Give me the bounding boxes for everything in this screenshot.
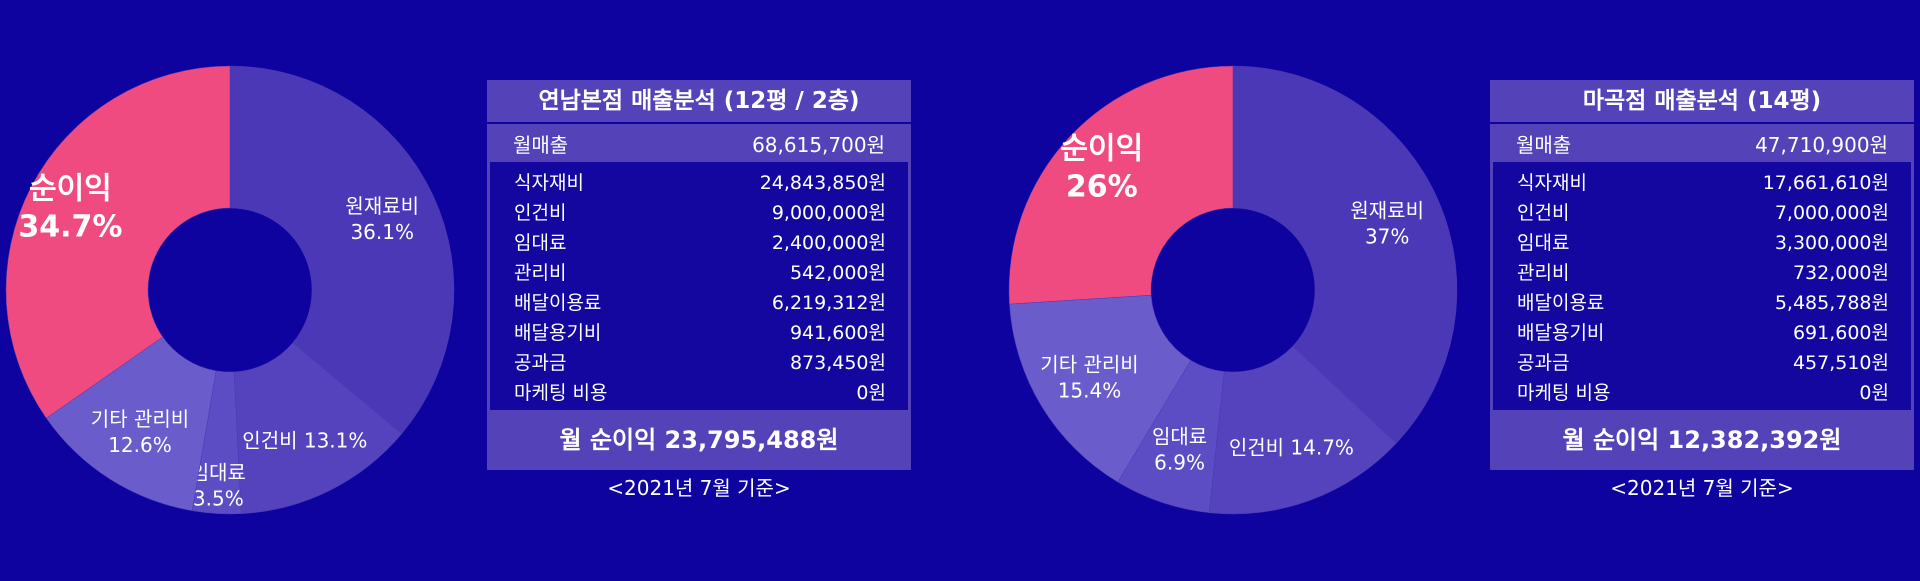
slice-label-net-profit: 순이익: [1060, 131, 1143, 166]
slice-value-net-profit: 26%: [1066, 169, 1138, 204]
cost-label: 공과금: [1517, 351, 1570, 374]
panel-title: 연남본점 매출분석 (12평 / 2층): [487, 80, 911, 124]
slice-label-other-admin: 기타 관리비: [91, 407, 189, 431]
footnote-magok: <2021년 7월 기준>: [1610, 476, 1794, 500]
slice-value-other-admin: 12.6%: [108, 433, 172, 457]
revenue-label: 월매출: [513, 132, 569, 157]
cost-value: 24,843,850원: [759, 171, 886, 194]
cost-value: 0원: [1859, 381, 1889, 404]
cost-value: 941,600원: [789, 321, 886, 344]
slice-label-raw-material: 원재료비: [1350, 198, 1424, 222]
cost-row: 인건비 7,000,000원: [1493, 196, 1911, 226]
cost-row: 관리비 542,000원: [490, 256, 908, 286]
cost-row: 배달이용료 6,219,312원: [490, 286, 908, 316]
slice-value-raw-material: 37%: [1365, 224, 1409, 248]
slice-label-rent: 임대료: [1152, 424, 1207, 448]
cost-row: 식자재비 17,661,610원: [1493, 166, 1911, 196]
cost-label: 배달용기비: [514, 321, 602, 344]
cost-label: 배달이용료: [514, 291, 602, 314]
donut-chart-yeonnam: 원재료비 36.1% 인건비 13.1% 임대료 3.5% 기타 관리비 12.6% 순이익 3…: [0, 0, 460, 581]
revenue-value: 68,615,700원: [752, 132, 885, 157]
cost-label: 배달이용료: [1517, 291, 1605, 314]
footnote-yeonnam: <2021년 7월 기준>: [607, 476, 791, 500]
cost-label: 마케팅 비용: [1517, 381, 1611, 404]
revenue-row: 월매출 47,710,900원: [1490, 124, 1914, 162]
sales-panel-magok: 마곡점 매출분석 (14평) 월매출 47,710,900원 식자재비 17,66…: [1490, 80, 1914, 470]
slice-labor: [1208, 345, 1397, 515]
cost-label: 배달용기비: [1517, 321, 1605, 344]
cost-row: 마케팅 비용 0원: [1493, 376, 1911, 406]
cost-value: 7,000,000원: [1774, 201, 1889, 224]
cost-row: 배달용기비 941,600원: [490, 316, 908, 346]
cost-value: 3,300,000원: [1774, 231, 1889, 254]
slice-value-rent: 3.5%: [193, 487, 244, 511]
cost-row: 공과금 457,510원: [1493, 346, 1911, 376]
slice-net-profit: [1008, 65, 1234, 305]
cost-row: 관리비 732,000원: [1493, 256, 1911, 286]
slice-raw-material: [229, 65, 455, 435]
revenue-label: 월매출: [1516, 132, 1572, 157]
cost-label: 관리비: [514, 261, 567, 284]
cost-value: 457,510원: [1792, 351, 1889, 374]
slice-label-raw-material: 원재료비: [345, 194, 419, 218]
slice-value-other-admin: 15.4%: [1058, 378, 1122, 402]
cost-label: 마케팅 비용: [514, 381, 608, 404]
slice-label-labor: 인건비 13.1%: [242, 428, 367, 452]
cost-row: 배달용기비 691,600원: [1493, 316, 1911, 346]
cost-label: 인건비: [514, 201, 567, 224]
cost-row: 임대료 2,400,000원: [490, 226, 908, 256]
donut-chart-magok: 원재료비 37% 인건비 14.7% 임대료 6.9% 기타 관리비 15.4% 순이익 26%: [1003, 0, 1463, 581]
cost-row: 마케팅 비용 0원: [490, 376, 908, 406]
cost-row: 임대료 3,300,000원: [1493, 226, 1911, 256]
cost-label: 공과금: [514, 351, 567, 374]
cost-row: 식자재비 24,843,850원: [490, 166, 908, 196]
cost-label: 관리비: [1517, 261, 1570, 284]
cost-value: 17,661,610원: [1762, 171, 1889, 194]
cost-value: 873,450원: [789, 351, 886, 374]
panel-title: 마곡점 매출분석 (14평): [1490, 80, 1914, 124]
cost-value: 0원: [856, 381, 886, 404]
cost-row: 공과금 873,450원: [490, 346, 908, 376]
cost-value: 5,485,788원: [1774, 291, 1889, 314]
cost-value: 542,000원: [789, 261, 886, 284]
cost-label: 임대료: [1517, 231, 1570, 254]
slice-labor: [233, 342, 403, 514]
cost-value: 2,400,000원: [771, 231, 886, 254]
cost-list: 식자재비 17,661,610원 인건비 7,000,000원 임대료 3,300,0…: [1493, 162, 1911, 410]
monthly-profit: 월 순이익 12,382,392원: [1562, 426, 1842, 454]
cost-label: 식자재비: [514, 171, 584, 194]
revenue-row: 월매출 68,615,700원: [487, 124, 911, 162]
cost-value: 6,219,312원: [771, 291, 886, 314]
cost-label: 임대료: [514, 231, 567, 254]
slice-net-profit: [5, 65, 231, 419]
cost-row: 배달이용료 5,485,788원: [1493, 286, 1911, 316]
slice-label-net-profit: 순이익: [29, 171, 112, 206]
slice-value-net-profit: 34.7%: [18, 209, 122, 244]
slice-value-rent: 6.9%: [1154, 450, 1205, 474]
monthly-profit: 월 순이익 23,795,488원: [559, 426, 839, 454]
cost-value: 691,600원: [1792, 321, 1889, 344]
cost-label: 식자재비: [1517, 171, 1587, 194]
slice-other-admin: [1009, 294, 1192, 483]
sales-panel-yeonnam: 연남본점 매출분석 (12평 / 2층) 월매출 68,615,700원 식자재…: [487, 80, 911, 470]
slice-raw-material: [1232, 65, 1458, 444]
cost-list: 식자재비 24,843,850원 인건비 9,000,000원 임대료 2,400,0…: [490, 162, 908, 410]
cost-label: 인건비: [1517, 201, 1570, 224]
revenue-value: 47,710,900원: [1755, 132, 1888, 157]
cost-row: 인건비 9,000,000원: [490, 196, 908, 226]
cost-value: 9,000,000원: [771, 201, 886, 224]
slice-label-labor: 인건비 14.7%: [1229, 436, 1354, 460]
slice-value-raw-material: 36.1%: [350, 220, 414, 244]
cost-value: 732,000원: [1792, 261, 1889, 284]
slice-other-admin: [45, 336, 217, 512]
slice-label-other-admin: 기타 관리비: [1040, 352, 1138, 376]
